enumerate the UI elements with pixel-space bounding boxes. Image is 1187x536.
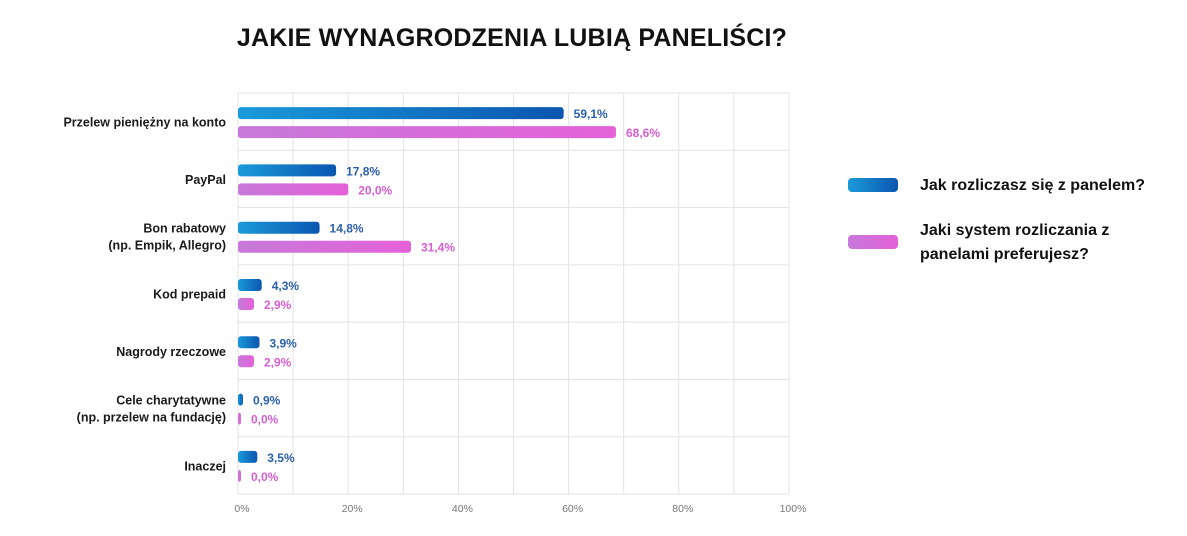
bar-series-1: [238, 221, 320, 234]
data-label: 59,1%: [574, 107, 608, 121]
legend-label-line: Jaki system rozliczania z: [920, 222, 1110, 239]
bar-series-1: [238, 336, 260, 349]
category-label-line: Przelew pieniężny na konto: [63, 116, 226, 130]
data-label: 0,0%: [251, 413, 279, 427]
category-label-line: Kod prepaid: [153, 288, 226, 302]
x-tick-label: 20%: [342, 503, 363, 515]
data-label: 68,6%: [626, 126, 660, 140]
chart-title: JAKIE WYNAGRODZENIA LUBIĄ PANELIŚCI?: [236, 24, 788, 52]
category-label-line: Cele charytatywne: [116, 394, 226, 408]
bars: 59,1% 68,6% 17,8% 20,0% 14,8% 31,4% 4,3% 2,9% 3,…: [238, 107, 660, 484]
x-axis-ticks: 0% 20% 40% 60% 80% 100%: [234, 503, 806, 515]
x-tick-label: 60%: [562, 503, 583, 515]
bar-series-2: [238, 355, 254, 368]
category-labels: Przelew pieniężny na konto PayPal Bon raba…: [63, 116, 226, 474]
data-label: 14,8%: [330, 222, 364, 236]
bar-series-1: [238, 450, 258, 463]
data-label: 0,0%: [251, 470, 279, 484]
data-label: 31,4%: [421, 241, 455, 255]
legend-label-series-1: Jak rozliczasz się z panelem?: [920, 174, 1145, 198]
bar-series-2: [238, 183, 349, 196]
legend-label-series-2: Jaki system rozliczania z panelami prefe…: [920, 219, 1109, 267]
category-label-line: (np. Empik, Allegro): [108, 239, 226, 253]
bar-series-1: [238, 393, 243, 406]
data-label: 3,5%: [267, 451, 295, 465]
x-tick-label: 80%: [672, 503, 693, 515]
category-label-line: (np. przelew na fundację): [77, 411, 226, 425]
data-label: 3,9%: [269, 336, 297, 350]
data-label: 17,8%: [346, 164, 380, 178]
bar-series-2: [238, 240, 412, 253]
legend-label-line: Jak rozliczasz się z panelem?: [920, 177, 1145, 194]
category-label: Inaczej: [184, 459, 226, 473]
legend-item-series-1: Jak rozliczasz się z panelem?: [848, 174, 1145, 198]
legend-label-line: panelami preferujesz?: [920, 246, 1089, 263]
bar-series-1: [238, 164, 337, 177]
data-label: 4,3%: [272, 279, 300, 293]
category-label: Kod prepaid: [153, 288, 226, 302]
category-label: Bon rabatowy (np. Empik, Allegro): [108, 222, 226, 253]
category-label: PayPal: [185, 173, 226, 187]
category-label-line: Bon rabatowy: [143, 222, 226, 236]
category-label-line: Inaczej: [184, 459, 226, 473]
bar-series-2: [238, 412, 241, 425]
category-label: Nagrody rzeczowe: [116, 345, 226, 359]
x-tick-label: 100%: [780, 503, 807, 515]
category-label-line: Nagrody rzeczowe: [116, 345, 226, 359]
x-tick-label: 40%: [452, 503, 473, 515]
bar-series-2: [238, 126, 616, 139]
bar-series-1: [238, 279, 262, 291]
data-label: 2,9%: [264, 355, 292, 369]
data-label: 2,9%: [264, 298, 292, 312]
x-tick-label: 0%: [234, 503, 249, 515]
legend-swatch-series-2: [848, 235, 898, 249]
data-label: 20,0%: [358, 183, 392, 197]
legend-swatch-series-1: [848, 178, 898, 192]
data-label: 0,9%: [253, 394, 281, 408]
legend-item-series-2: Jaki system rozliczania z panelami prefe…: [848, 219, 1109, 267]
gridlines: [237, 92, 790, 495]
bar-series-2: [238, 298, 254, 310]
category-label: Cele charytatywne (np. przelew na fundacj…: [77, 394, 226, 425]
category-label-line: PayPal: [185, 173, 226, 187]
bar-series-1: [238, 107, 564, 120]
bar-series-2: [238, 469, 241, 482]
category-label: Przelew pieniężny na konto: [63, 116, 226, 130]
